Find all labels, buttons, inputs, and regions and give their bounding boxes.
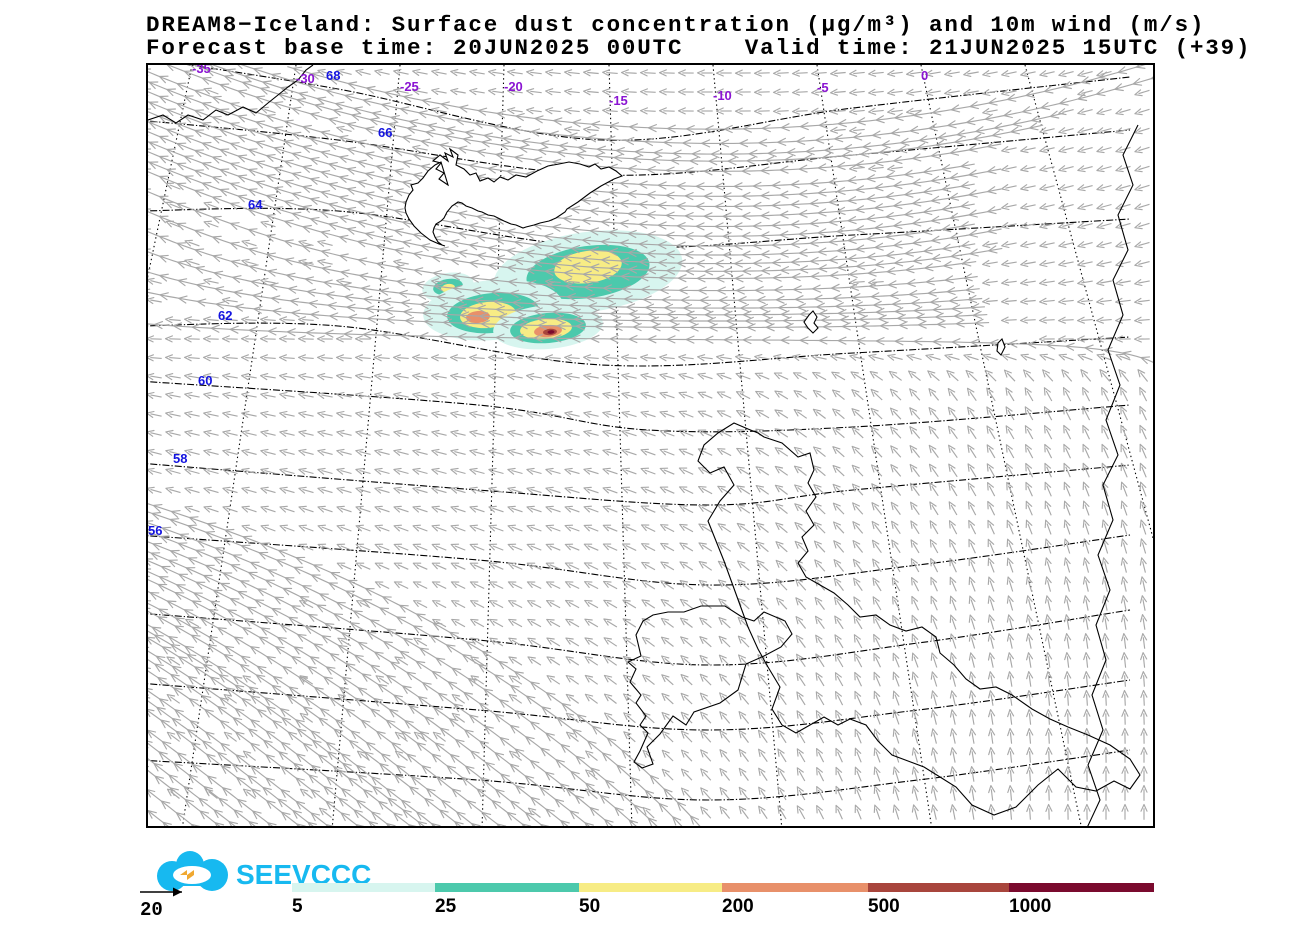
svg-text:-15: -15 (609, 93, 628, 108)
svg-text:-25: -25 (400, 79, 419, 94)
svg-text:5: 5 (292, 896, 303, 917)
svg-text:60: 60 (198, 373, 212, 388)
svg-text:62: 62 (218, 308, 232, 323)
svg-text:-30: -30 (296, 71, 315, 86)
svg-text:200: 200 (722, 896, 754, 917)
svg-text:0: 0 (921, 68, 928, 83)
svg-text:-5: -5 (817, 80, 829, 95)
svg-text:25: 25 (435, 896, 457, 917)
svg-text:66: 66 (378, 125, 392, 140)
svg-text:58: 58 (173, 451, 187, 466)
svg-text:64: 64 (248, 197, 263, 212)
svg-text:68: 68 (326, 68, 340, 83)
svg-text:20: 20 (140, 899, 163, 921)
svg-text:-10: -10 (713, 88, 732, 103)
svg-text:500: 500 (868, 896, 900, 917)
svg-text:-35: -35 (192, 65, 211, 76)
svg-text:56: 56 (148, 523, 162, 538)
svg-text:1000: 1000 (1009, 896, 1051, 917)
svg-text:-20: -20 (504, 79, 523, 94)
svg-text:5: 5 (1025, 65, 1032, 66)
svg-text:50: 50 (579, 896, 600, 917)
